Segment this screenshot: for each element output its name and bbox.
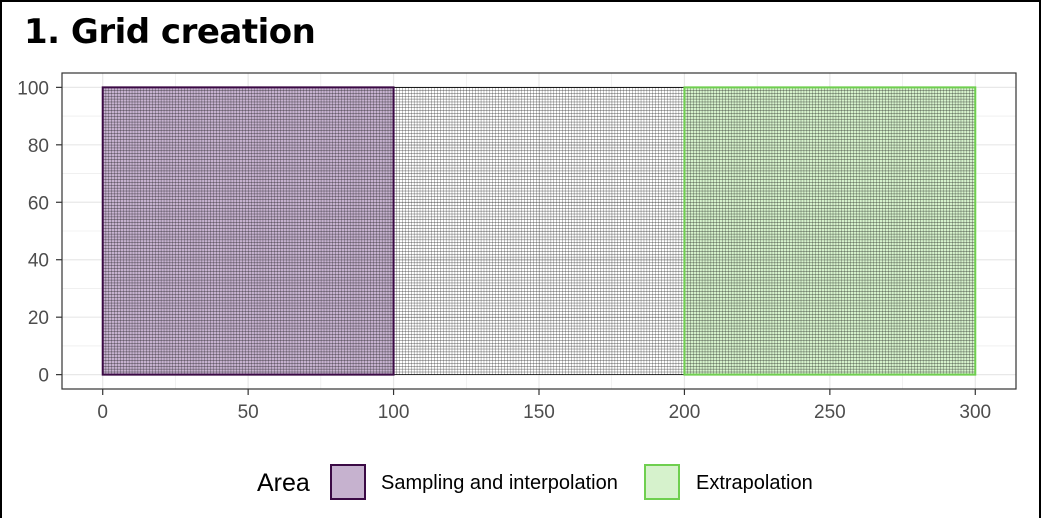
plot-area: 0 50 100 150 200 250 300 0 20 40 60 80 100	[17, 72, 1017, 423]
x-tick-label: 50	[238, 402, 259, 423]
chart-title: 1. Grid creation	[24, 12, 316, 52]
x-tick-label: 250	[814, 402, 846, 423]
legend: Area Sampling and interpolation Extrapol…	[0, 462, 1041, 504]
legend-key-sampling	[330, 464, 366, 500]
x-tick-label: 0	[97, 402, 108, 423]
x-tick-label: 100	[378, 402, 410, 423]
y-tick-label: 60	[28, 193, 49, 214]
legend-title: Area	[257, 469, 310, 497]
y-tick-label: 0	[38, 366, 49, 387]
grid-cells	[102, 87, 976, 375]
x-tick-label: 200	[669, 402, 701, 423]
x-tick-label: 150	[523, 402, 555, 423]
x-tick-label: 300	[959, 402, 991, 423]
y-tick-label: 80	[28, 136, 49, 157]
y-tick-label: 100	[17, 78, 49, 99]
legend-label-sampling: Sampling and interpolation	[381, 472, 618, 494]
legend-key-extrapolation	[644, 464, 680, 500]
area-outline-1	[683, 86, 977, 376]
area-outline-0	[101, 86, 395, 376]
legend-label-extrapolation: Extrapolation	[696, 472, 813, 494]
y-tick-label: 20	[28, 308, 49, 329]
y-tick-label: 40	[28, 251, 49, 272]
